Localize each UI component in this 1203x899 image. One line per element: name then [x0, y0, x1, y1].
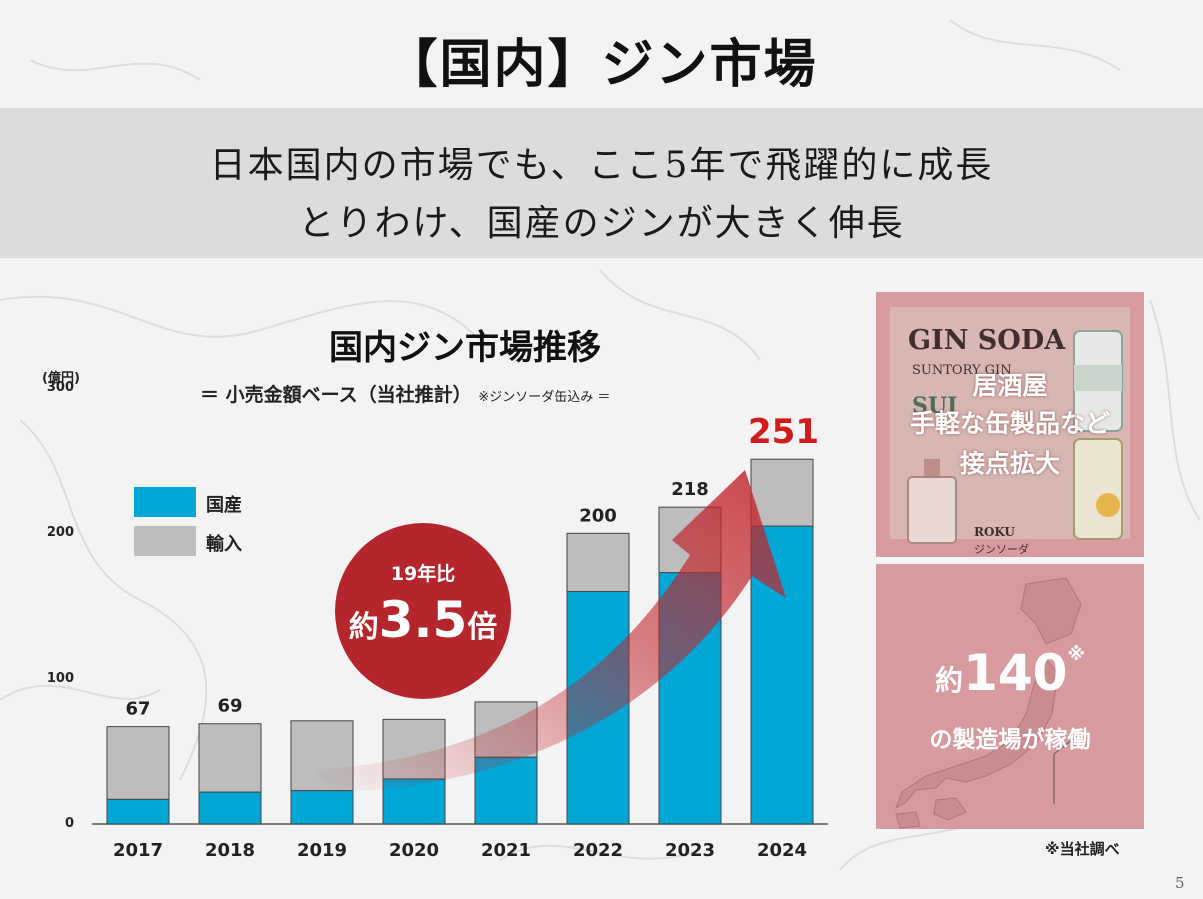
izakaya-caption-1: 居酒屋 [972, 371, 1048, 400]
x-tick-label: 2018 [205, 840, 255, 861]
ad-gin-soda-jp: ジンソーダ [974, 543, 1029, 556]
growth-suffix: 倍 [467, 610, 498, 645]
total-label-2023: 218 [671, 479, 709, 500]
page-number: 5 [1175, 874, 1185, 892]
chart-subtitle: ＝ 小売金額ベース（当社推計） ※ジンソーダ缶込み ＝ [200, 380, 760, 407]
distillery-note-mark: ※ [1067, 644, 1085, 665]
growth-number: 3.5 [378, 591, 468, 649]
x-tick-label: 2017 [113, 840, 163, 861]
izakaya-panel: GIN SODA SUNTORY GIN SUI ROKU ジンソーダ 居酒屋 … [876, 292, 1144, 557]
distillery-caption: の製造場が稼働 [929, 727, 1091, 753]
legend-label-import: 輸入 [206, 534, 242, 555]
x-tick-label: 2020 [389, 840, 439, 861]
slide-title: 【国内】ジン市場 [385, 34, 818, 95]
bottle-icon [907, 459, 957, 544]
ad-title: GIN SODA [908, 325, 1066, 356]
x-tick-label: 2021 [481, 840, 531, 861]
distillery-panel: 約140※ の製造場が稼働 [876, 564, 1144, 829]
x-tick-label: 2019 [297, 840, 347, 861]
bar-import-2018 [198, 723, 262, 793]
total-label-2017: 67 [125, 699, 150, 720]
ad-brand: SUNTORY GIN [912, 363, 1012, 378]
gin-soda-ad-image: GIN SODA SUNTORY GIN SUI ROKU ジンソーダ [890, 307, 1130, 556]
ad-roku: ROKU [974, 525, 1015, 539]
total-label-2018: 69 [217, 696, 242, 717]
y-tick-label: 100 [46, 670, 74, 686]
legend-swatch-import [134, 526, 196, 556]
japan-map-icon [895, 577, 1083, 829]
can-icon [1073, 330, 1123, 432]
y-axis-unit: (億円) [42, 371, 80, 386]
distillery-number: 140 [963, 644, 1068, 702]
bar-domestic-2017 [106, 798, 170, 825]
chart-title: 国内ジン市場推移 [329, 328, 601, 368]
chart-subtitle-main: ＝ 小売金額ベース（当社推計） [200, 384, 472, 406]
bar-import-2024 [750, 458, 814, 527]
bar-import-2017 [106, 726, 170, 800]
ad-sui: SUI [912, 393, 958, 419]
x-tick-label: 2023 [665, 840, 715, 861]
total-2024-highlight: 251 [748, 412, 819, 452]
y-tick-label: 300 [46, 380, 74, 395]
distillery-prefix: 約 [935, 664, 964, 697]
headline-line-2: とりわけ、国産のジンが大きく伸長 [298, 203, 905, 244]
growth-arrow [315, 470, 786, 792]
bar-domestic-2019 [290, 790, 354, 825]
y-tick-label: 0 [64, 816, 74, 831]
headline-line-1: 日本国内の市場でも、ここ5年で飛躍的に成長 [209, 145, 994, 186]
bar-import-2022 [566, 532, 630, 592]
izakaya-caption-2: 手軽な缶製品など [909, 409, 1110, 438]
growth-callout: 19年比 約3.5倍 [335, 523, 511, 699]
x-tick-label: 2024 [757, 840, 807, 861]
y-tick-label: 200 [46, 525, 74, 541]
legend-swatch-domestic [134, 487, 196, 517]
source-footnote: ※当社調べ [1045, 840, 1120, 858]
distillery-count: 約140※ [876, 644, 1144, 702]
legend-label-domestic: 国産 [206, 495, 242, 516]
izakaya-caption-3: 接点拡大 [959, 449, 1060, 478]
growth-callout-value: 約3.5倍 [335, 591, 511, 649]
bar-domestic-2018 [198, 791, 262, 825]
headline-banner: 日本国内の市場でも、ここ5年で飛躍的に成長 とりわけ、国産のジンが大きく伸長 [0, 108, 1203, 258]
x-tick-label: 2022 [573, 840, 623, 861]
total-label-2022: 200 [579, 505, 617, 526]
chart-subtitle-note: ※ジンソーダ缶込み ＝ [478, 390, 611, 405]
growth-callout-basis: 19年比 [390, 563, 456, 585]
growth-prefix: 約 [348, 610, 379, 645]
can-icon-2 [1073, 438, 1123, 540]
